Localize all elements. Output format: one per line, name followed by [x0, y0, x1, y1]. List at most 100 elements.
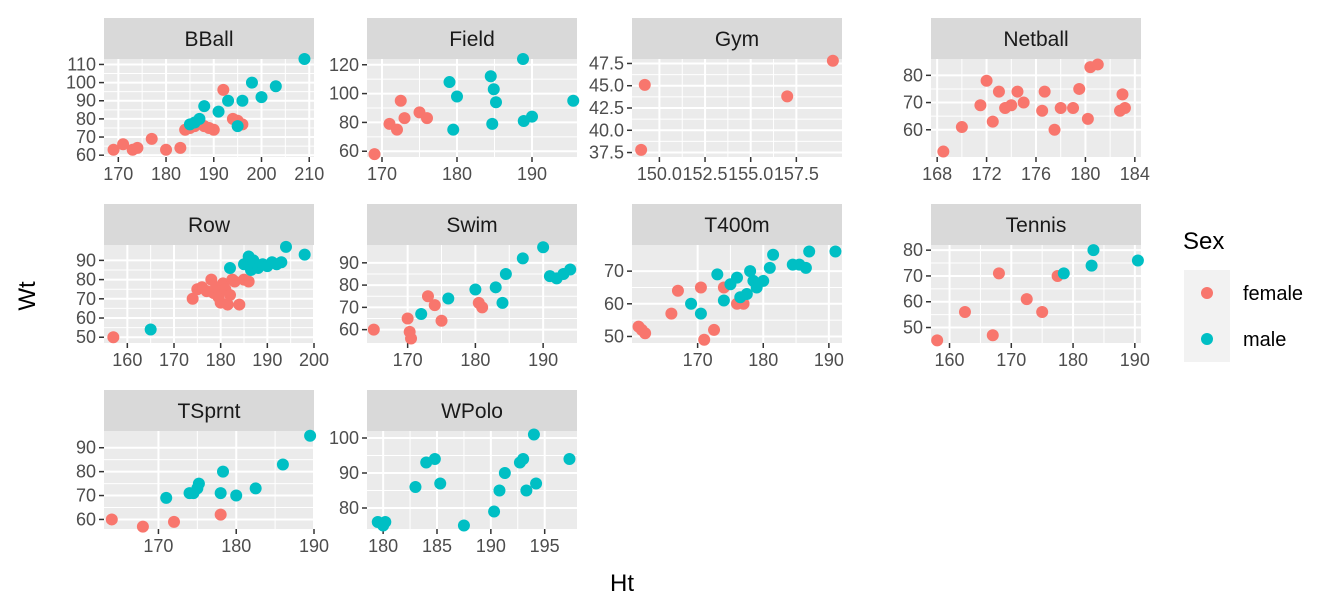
- point-male: [767, 248, 780, 261]
- point-female: [1011, 85, 1024, 98]
- point-male: [563, 453, 576, 465]
- point-female: [958, 306, 971, 319]
- facet-strip: [632, 18, 842, 59]
- y-tick-label: 80: [76, 270, 96, 290]
- point-female: [1073, 82, 1086, 95]
- facet-strip-label: Swim: [446, 214, 497, 237]
- point-male: [457, 519, 470, 532]
- x-tick-label: 180: [442, 164, 472, 184]
- x-tick-label: 176: [1021, 164, 1051, 184]
- facet-tennis: Tennis 160 170 180 190 50 60 70 80: [903, 204, 1150, 370]
- y-tick-label: 90: [76, 91, 96, 111]
- y-tick-label: 60: [76, 308, 96, 328]
- legend-label-female: female: [1243, 283, 1303, 305]
- point-female: [980, 74, 993, 87]
- point-female: [221, 298, 234, 311]
- y-tick-label: 110: [67, 54, 96, 74]
- facet-strip-label: Tennis: [1006, 214, 1067, 237]
- point-female: [992, 85, 1005, 98]
- facet-strip: [367, 204, 577, 245]
- y-tick-label: 40.0: [589, 120, 624, 140]
- point-male: [280, 240, 292, 253]
- facet-strip: [104, 18, 314, 59]
- x-tick-label: 155.0: [728, 164, 773, 184]
- point-female: [937, 145, 950, 158]
- point-female: [117, 138, 130, 151]
- x-tick-label: 180: [1058, 350, 1088, 370]
- point-male: [415, 308, 428, 321]
- facet-strip: [632, 204, 842, 245]
- point-male: [298, 53, 311, 65]
- x-tick-label: 170: [996, 350, 1026, 370]
- x-tick-label: 172: [972, 164, 1002, 184]
- point-male: [434, 477, 447, 490]
- point-female: [1036, 306, 1049, 319]
- y-tick-label: 90: [76, 250, 96, 270]
- point-male: [198, 100, 211, 113]
- point-male: [193, 112, 206, 125]
- x-tick-label: 190: [1120, 350, 1150, 370]
- y-tick-label: 50: [604, 326, 624, 346]
- y-tick-label: 100: [329, 428, 359, 448]
- facet-strip-label: TSprnt: [177, 400, 240, 423]
- facet-t400m: T400m 170 180 190 50 60 70: [604, 204, 844, 370]
- y-tick-label: 120: [329, 55, 359, 75]
- x-tick-label: 190: [299, 536, 329, 556]
- point-male: [192, 477, 205, 490]
- point-female: [160, 143, 173, 156]
- legend-title: Sex: [1183, 228, 1224, 255]
- point-female: [368, 148, 381, 161]
- facet-strip: [931, 204, 1141, 245]
- point-female: [214, 508, 227, 521]
- facet-strip-label: BBall: [184, 28, 233, 51]
- point-male: [488, 505, 501, 518]
- point-male: [245, 76, 258, 89]
- point-female: [1020, 293, 1033, 306]
- point-male: [731, 271, 743, 284]
- point-male: [1131, 254, 1144, 267]
- point-female: [1118, 102, 1131, 114]
- facet-strip-label: Row: [188, 214, 231, 237]
- y-tick-label: 70: [76, 289, 96, 309]
- y-tick-label: 50: [903, 318, 923, 338]
- x-tick-label: 195: [530, 536, 560, 556]
- point-male: [717, 294, 730, 307]
- y-tick-label: 70: [76, 127, 96, 147]
- facet-strip: [931, 18, 1141, 59]
- y-tick-label: 60: [339, 141, 359, 161]
- point-female: [421, 112, 433, 125]
- point-male: [496, 296, 509, 309]
- facet-strip-label: Netball: [1003, 28, 1068, 51]
- point-male: [428, 453, 441, 465]
- x-tick-label: 200: [299, 350, 329, 370]
- point-male: [276, 458, 289, 471]
- point-male: [487, 83, 500, 96]
- y-tick-label: 80: [339, 112, 359, 132]
- point-male: [829, 245, 842, 258]
- point-female: [242, 275, 255, 288]
- point-female: [224, 288, 236, 301]
- point-male: [222, 94, 235, 107]
- point-female: [391, 123, 403, 136]
- point-male: [255, 91, 268, 104]
- point-female: [694, 281, 707, 294]
- x-tick-label: 185: [422, 536, 452, 556]
- point-male: [484, 70, 497, 83]
- point-female: [635, 143, 648, 156]
- point-female: [992, 267, 1005, 280]
- x-tick-label: 190: [814, 350, 844, 370]
- legend-key-female: [1201, 287, 1213, 299]
- point-female: [1005, 99, 1018, 112]
- y-tick-label: 60: [76, 145, 96, 165]
- legend-key-male: [1201, 333, 1213, 345]
- point-female: [1017, 96, 1030, 109]
- y-tick-label: 80: [339, 275, 359, 295]
- point-male: [493, 484, 506, 497]
- point-male: [486, 117, 499, 130]
- point-female: [1038, 85, 1051, 98]
- point-male: [469, 283, 482, 296]
- y-tick-label: 80: [339, 498, 359, 518]
- point-male: [1057, 267, 1070, 280]
- point-female: [145, 132, 158, 145]
